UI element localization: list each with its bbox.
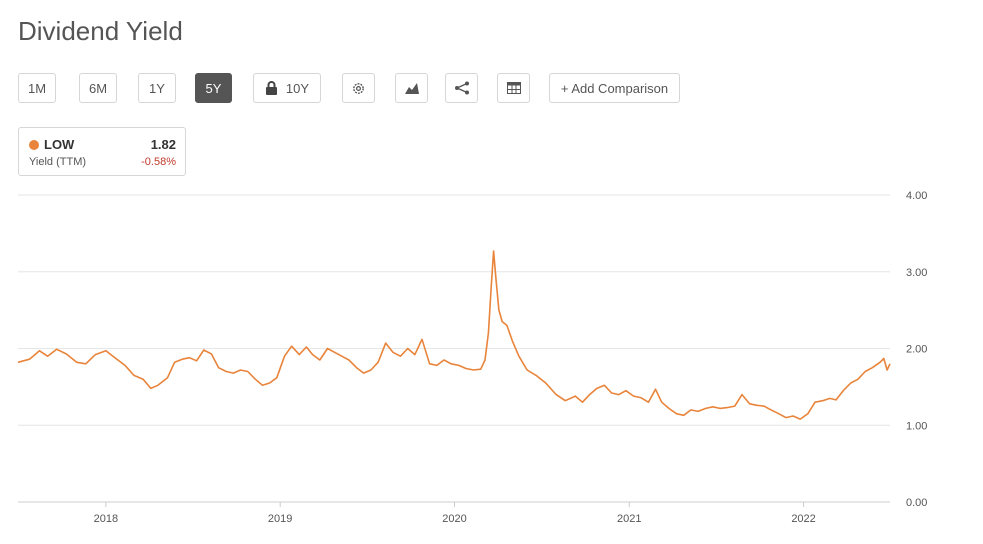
- x-tick-label: 2022: [791, 513, 815, 525]
- y-tick-label: 2.00: [906, 344, 927, 356]
- x-tick-label: 2019: [268, 513, 292, 525]
- range-10y-label: 10Y: [285, 80, 310, 96]
- x-tick-label: 2018: [94, 513, 118, 525]
- add-comparison-button[interactable]: + Add Comparison: [549, 73, 680, 103]
- settings-button[interactable]: [342, 73, 375, 103]
- legend-card[interactable]: LOW Yield (TTM) 1.82 -0.58%: [18, 127, 186, 176]
- legend-metric: Yield (TTM): [29, 156, 87, 168]
- page-title: Dividend Yield: [18, 16, 183, 46]
- range-10y-button[interactable]: 10Y: [253, 73, 321, 103]
- y-tick-label: 0.00: [906, 497, 927, 509]
- range-1m-button[interactable]: 1M: [18, 73, 56, 103]
- y-tick-label: 3.00: [906, 267, 927, 279]
- y-tick-label: 4.00: [906, 190, 927, 202]
- legend-ticker: LOW: [44, 137, 75, 152]
- dividend-yield-chart[interactable]: 0.00 1.00 2.00 3.00 4.00 2018 2019 2020 2021 2022: [0, 180, 983, 544]
- chart-type-button[interactable]: [395, 73, 428, 103]
- gear-icon: [351, 81, 366, 96]
- legend-value: 1.82: [150, 137, 176, 152]
- y-tick-label: 1.00: [906, 420, 927, 432]
- table-icon: [506, 82, 521, 94]
- range-5y-button[interactable]: 5Y: [195, 73, 232, 103]
- lock-icon: [265, 80, 278, 96]
- legend-change: -0.58%: [141, 156, 176, 168]
- series-line-low[interactable]: [17, 250, 891, 420]
- x-tick-label: 2020: [442, 513, 466, 525]
- x-tick-label: 2021: [617, 513, 641, 525]
- chart-type-icon: [404, 81, 420, 95]
- range-6m-button[interactable]: 6M: [79, 73, 117, 103]
- share-button[interactable]: [445, 73, 478, 103]
- table-view-button[interactable]: [497, 73, 530, 103]
- range-1y-button[interactable]: 1Y: [138, 73, 176, 103]
- share-icon: [454, 81, 470, 95]
- series-color-dot: [29, 140, 39, 150]
